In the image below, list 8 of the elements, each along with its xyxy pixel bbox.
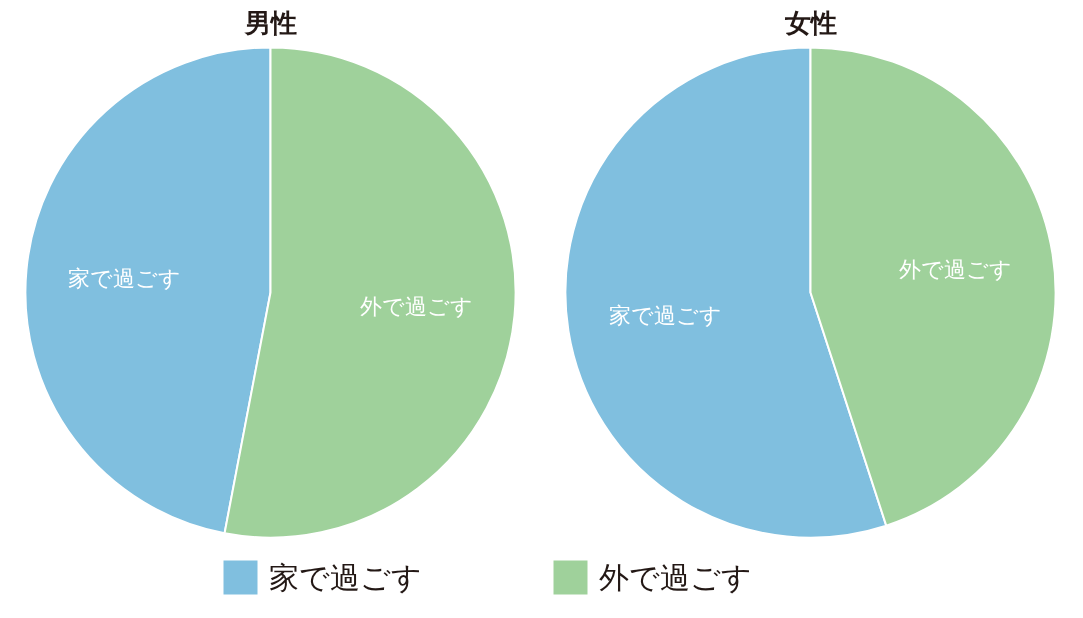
slice-label: 外で過ごす: [360, 293, 474, 319]
legend-label: 外で過ごす: [598, 560, 752, 595]
legend-label: 家で過ごす: [268, 560, 422, 595]
chart-title: 女性: [783, 7, 837, 38]
slice-label: 外で過ごす: [899, 256, 1013, 282]
slice-label: 家で過ごす: [608, 303, 722, 329]
slice-label: 家で過ごす: [67, 266, 181, 292]
chart-title: 男性: [243, 7, 297, 38]
